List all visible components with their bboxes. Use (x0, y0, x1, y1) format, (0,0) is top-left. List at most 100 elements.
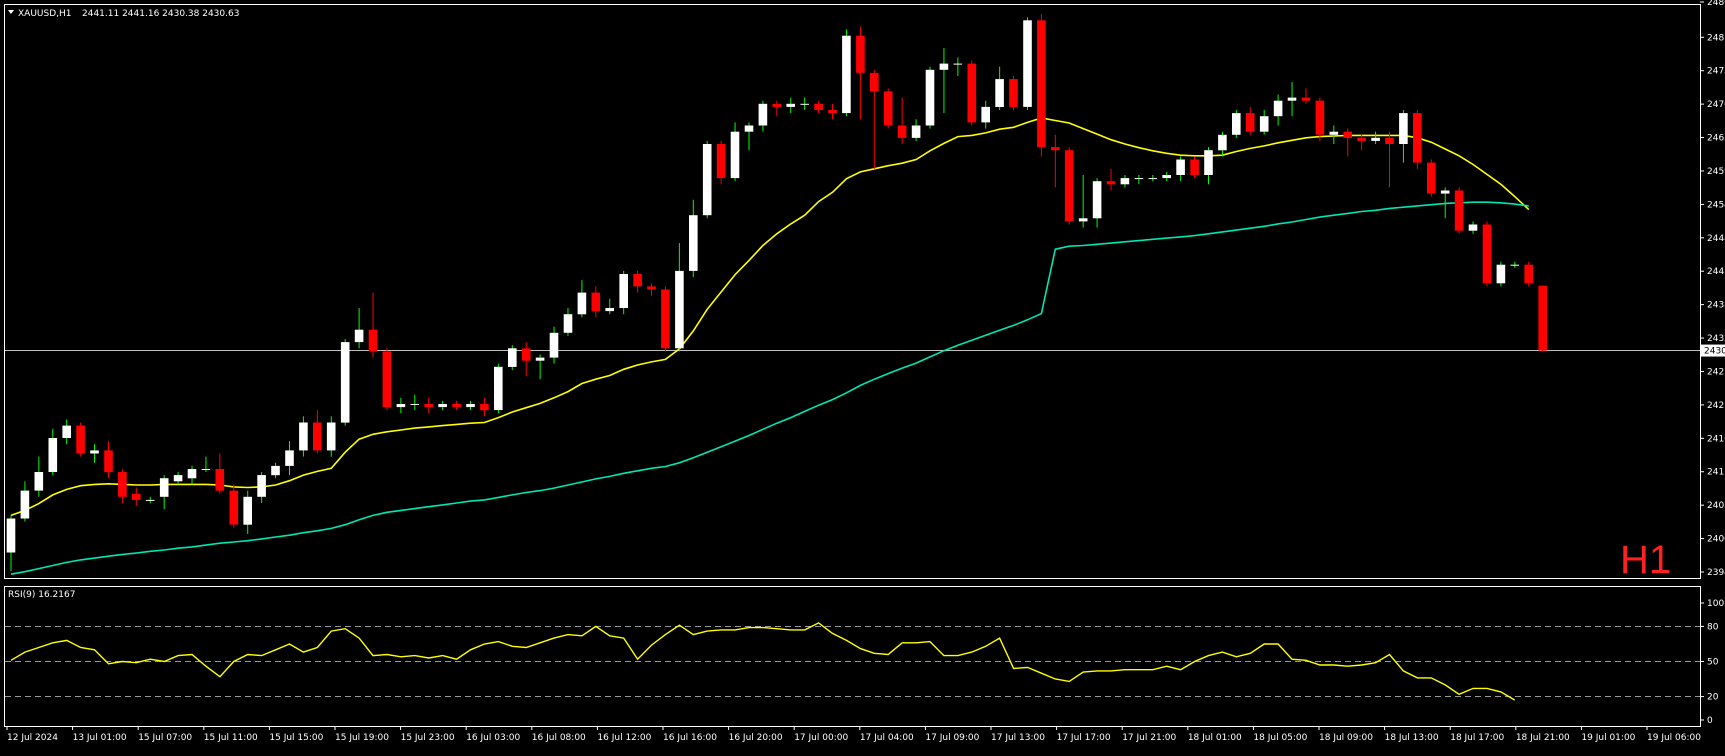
candle-body[interactable] (1482, 224, 1492, 284)
candle-body[interactable] (1051, 147, 1060, 151)
candle-body[interactable] (1023, 20, 1032, 107)
candle-body[interactable] (730, 131, 740, 179)
candle-body[interactable] (132, 493, 141, 500)
candle-body[interactable] (549, 332, 559, 358)
candle-body[interactable] (883, 91, 893, 126)
candle-body[interactable] (215, 469, 225, 491)
candle-body[interactable] (1162, 175, 1171, 179)
candle-body[interactable] (1037, 20, 1046, 148)
candle-body[interactable] (1190, 159, 1199, 176)
candle-body[interactable] (1510, 264, 1520, 266)
candle-body[interactable] (326, 422, 336, 451)
candle-body[interactable] (90, 450, 99, 454)
candle-body[interactable] (508, 348, 517, 367)
candle-body[interactable] (104, 450, 113, 473)
candle-body[interactable] (48, 438, 58, 472)
candle-body[interactable] (1204, 150, 1213, 175)
candle-body[interactable] (953, 63, 963, 65)
candle-body[interactable] (605, 308, 614, 312)
candle-body[interactable] (1329, 131, 1339, 135)
candle-body[interactable] (577, 292, 587, 315)
candle-body[interactable] (591, 292, 601, 312)
candle-body[interactable] (1301, 97, 1311, 101)
candle-body[interactable] (939, 63, 949, 70)
candle-body[interactable] (145, 499, 155, 501)
candle-body[interactable] (396, 404, 406, 408)
candle-body[interactable] (1106, 181, 1116, 185)
candle-body[interactable] (911, 125, 921, 138)
candle-body[interactable] (1399, 113, 1408, 144)
candle-body[interactable] (34, 472, 44, 491)
candle-body[interactable] (521, 348, 531, 361)
candle-body[interactable] (424, 404, 433, 408)
candle-body[interactable] (828, 110, 837, 114)
candle-body[interactable] (1259, 116, 1269, 132)
candle-body[interactable] (243, 496, 252, 525)
candle-body[interactable] (1538, 285, 1547, 351)
candle-body[interactable] (1413, 113, 1422, 163)
candle-body[interactable] (368, 329, 378, 352)
candle-body[interactable] (535, 357, 545, 361)
candle-body[interactable] (1440, 190, 1450, 194)
candle-body[interactable] (285, 450, 294, 466)
candle-body[interactable] (647, 286, 656, 290)
candle-body[interactable] (967, 63, 977, 123)
candle-body[interactable] (76, 425, 85, 454)
candle-body[interactable] (1218, 134, 1227, 151)
candle-body[interactable] (159, 478, 169, 497)
candle-body[interactable] (661, 289, 670, 349)
candle-body[interactable] (633, 274, 642, 287)
candle-body[interactable] (1245, 113, 1255, 132)
candle-body[interactable] (800, 103, 809, 105)
candle-body[interactable] (563, 314, 573, 333)
candle-body[interactable] (1371, 137, 1380, 141)
candle-body[interactable] (118, 472, 127, 497)
candle-body[interactable] (1315, 100, 1325, 135)
candle-body[interactable] (187, 469, 197, 479)
candle-body[interactable] (675, 270, 684, 349)
candle-body[interactable] (480, 404, 489, 411)
candle-body[interactable] (925, 69, 935, 126)
candle-body[interactable] (466, 404, 475, 408)
candle-body[interactable] (1009, 79, 1018, 107)
candle-body[interactable] (689, 215, 698, 271)
candle-body[interactable] (716, 144, 726, 178)
candle-body[interactable] (1427, 162, 1436, 194)
candle-body[interactable] (6, 518, 16, 553)
candle-body[interactable] (201, 469, 211, 470)
candle-body[interactable] (981, 106, 990, 123)
candle-body[interactable] (1287, 97, 1297, 101)
candle-body[interactable] (870, 72, 879, 92)
candle-body[interactable] (1134, 178, 1144, 180)
candle-body[interactable] (494, 366, 503, 411)
candle-body[interactable] (410, 404, 420, 405)
candle-body[interactable] (786, 103, 795, 107)
candle-body[interactable] (229, 490, 239, 525)
candle-body[interactable] (897, 125, 907, 138)
candle-body[interactable] (1385, 137, 1394, 144)
candle-body[interactable] (1524, 264, 1533, 284)
candle-body[interactable] (452, 404, 461, 408)
candle-body[interactable] (772, 103, 782, 107)
candle-body[interactable] (382, 351, 392, 408)
candle-body[interactable] (1120, 178, 1130, 185)
candle-body[interactable] (1092, 181, 1102, 219)
candle-body[interactable] (744, 125, 754, 132)
candle-body[interactable] (438, 404, 447, 408)
candle-body[interactable] (702, 144, 712, 216)
candle-body[interactable] (1454, 190, 1464, 231)
candle-body[interactable] (619, 274, 628, 308)
candle-body[interactable] (1078, 218, 1088, 222)
candle-body[interactable] (299, 422, 308, 451)
candle-body[interactable] (1176, 159, 1185, 176)
candle-body[interactable] (1273, 100, 1283, 117)
candle-body[interactable] (1148, 178, 1158, 180)
candle-body[interactable] (856, 35, 865, 73)
candle-body[interactable] (173, 475, 183, 482)
candle-body[interactable] (814, 103, 823, 110)
candle-body[interactable] (62, 425, 71, 438)
candle-body[interactable] (758, 103, 768, 126)
candle-body[interactable] (1232, 113, 1241, 135)
candle-body[interactable] (257, 475, 266, 497)
